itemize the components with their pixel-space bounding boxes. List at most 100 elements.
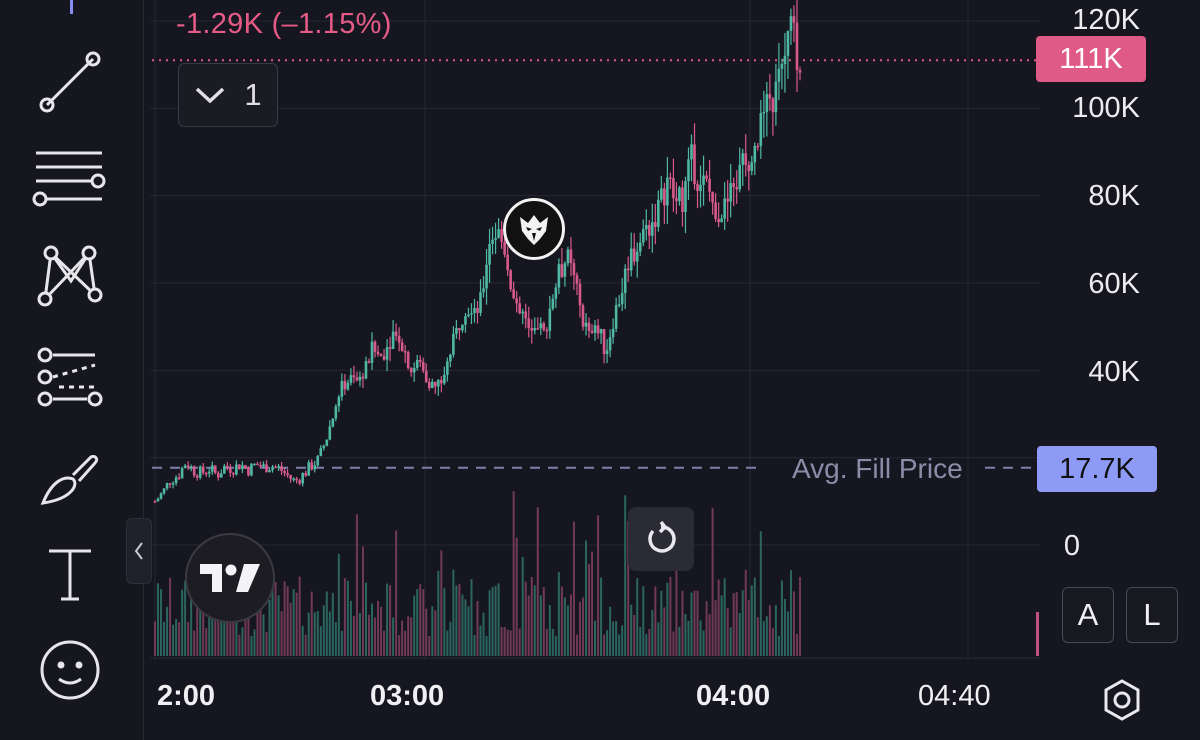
candle-body [527,318,531,328]
volume-bar [184,580,187,656]
candle-body [455,328,458,334]
horizontal-lines-tool[interactable] [20,140,120,216]
volume-bar [331,592,334,656]
candle-body [530,327,534,331]
volume-bar [470,579,473,656]
candle-body [256,463,259,466]
volume-bar [666,582,669,656]
volume-bar [461,594,464,656]
volume-bar [633,614,636,656]
candle-body [617,304,621,306]
volume-bar [759,531,762,656]
volume-bar [588,563,591,656]
candle-body [367,361,371,363]
volume-bar [669,576,672,656]
volume-bar [232,594,235,656]
candle-body [626,268,630,271]
text-tool[interactable] [20,536,120,612]
volume-bar [786,611,789,656]
candle-body [735,187,739,190]
candle-body [545,329,549,332]
volume-bar [600,577,603,656]
volume-bar [563,597,566,656]
volume-bar [756,617,759,656]
volume-bar [789,570,792,656]
volume-bar [657,622,660,656]
volume-bar [298,576,301,656]
volume-bar [431,606,434,656]
volume-bar [569,594,572,656]
candle-body [430,381,434,389]
volume-bar [169,577,172,656]
candle-body [262,464,265,467]
reset-chart-button[interactable] [628,507,694,571]
collapse-toolbar-button[interactable] [126,518,152,584]
candle-body [641,229,645,243]
volume-bar [217,591,220,656]
candle-body [699,184,702,192]
candle-body [328,426,332,440]
volume-bar [313,612,316,656]
candle-body [189,466,193,468]
candle-body [385,347,389,360]
candle-body [334,406,338,419]
volume-bar [500,627,503,656]
volume-bar [618,634,621,656]
candle-body [295,478,298,481]
volume-bar [663,607,666,656]
candle-body [654,222,657,227]
volume-bar [283,581,286,656]
volume-bar [672,631,675,656]
candle-body [440,379,443,384]
volume-bar [699,620,702,656]
trend-line-tool[interactable] [20,44,120,120]
candle-body [162,488,166,494]
candle-body [551,298,555,309]
forecast-tool[interactable] [20,338,120,414]
candle-body [563,263,567,277]
candle-body [400,342,404,352]
volume-bar [413,595,416,656]
chevron-left-icon [134,542,143,560]
candle-body [379,354,383,357]
log-scale-button[interactable]: L [1126,587,1178,643]
pattern-tool[interactable] [20,236,120,312]
volume-bar [154,621,156,656]
candle-body [765,94,769,112]
volume-bar [503,627,506,656]
candle-body [780,64,784,69]
volume-bar [711,507,714,656]
candle-body [331,418,335,427]
candle-body [678,187,681,202]
candle-body [232,472,235,475]
candle-body [165,483,169,489]
candle-body [708,178,711,192]
candle-body [557,264,561,288]
candle-body [506,254,509,271]
volume-bar [729,627,732,656]
emoji-tool[interactable] [20,632,120,708]
volume-bar [395,530,398,656]
rotate-icon [648,521,676,553]
volume-bar [434,610,437,656]
event-marker[interactable] [503,198,565,260]
chart-settings-button[interactable] [1098,676,1146,724]
candle-body [458,328,461,331]
volume-bar [157,583,160,656]
volume-bar [723,578,726,656]
auto-scale-button[interactable]: A [1062,587,1114,643]
candle-body [611,328,615,338]
candle-body [596,325,600,334]
candle-body [446,361,449,375]
volume-bar [446,630,449,656]
volume-bar [328,611,331,656]
candle-body [798,70,802,73]
brush-tool[interactable] [20,440,120,516]
candle-body [268,470,271,473]
volume-bar [762,621,765,656]
volume-bar [651,610,654,656]
candle-body [253,463,256,466]
interval-selector[interactable]: 1 [178,63,278,127]
